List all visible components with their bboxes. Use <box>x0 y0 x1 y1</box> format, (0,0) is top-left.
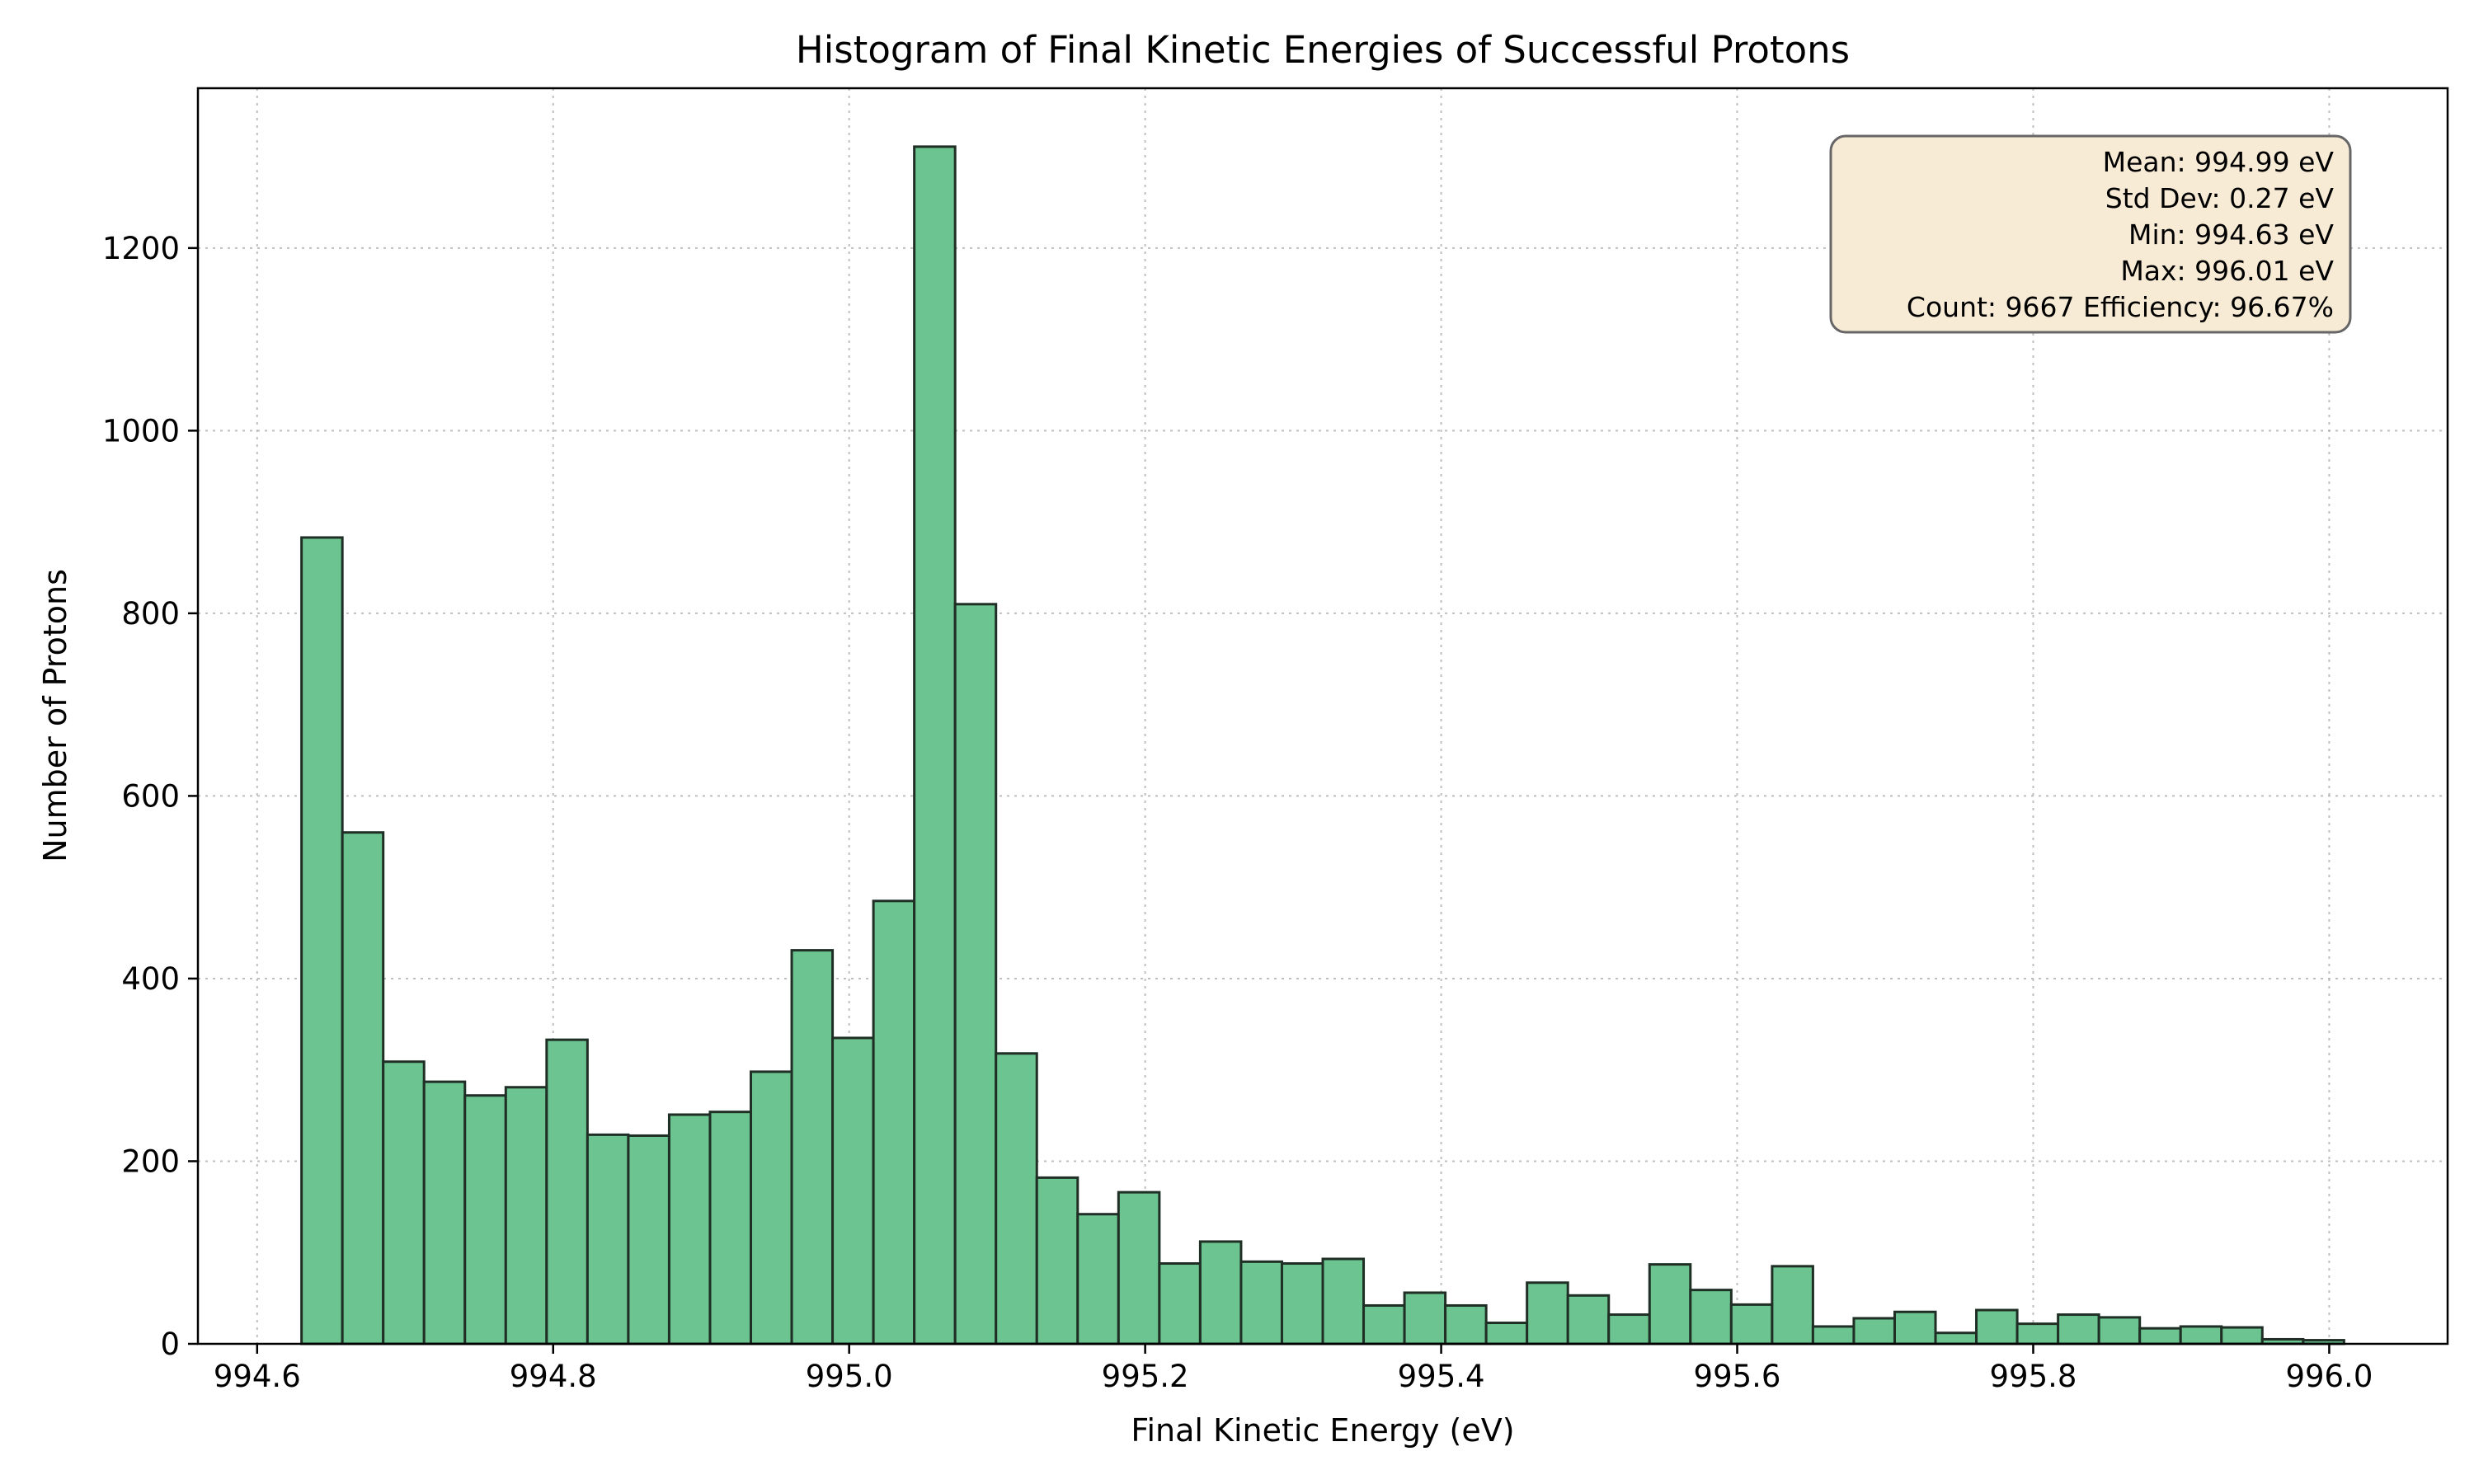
y-tick-label: 200 <box>121 1144 180 1179</box>
histogram-bar <box>463 1094 507 1345</box>
histogram-bar <box>627 1134 670 1345</box>
stat-max: Max: 996.01 eV <box>2120 255 2334 287</box>
histogram-bar <box>586 1133 630 1345</box>
histogram-bar <box>2220 1326 2264 1345</box>
histogram-bar <box>2179 1325 2223 1345</box>
histogram-bar <box>1239 1260 1283 1345</box>
histogram-bar <box>341 831 385 1345</box>
histogram-bar <box>504 1086 548 1345</box>
x-axis-label: Final Kinetic Energy (eV) <box>1131 1412 1514 1449</box>
y-tick-label: 0 <box>160 1327 180 1362</box>
x-tick-label: 995.0 <box>806 1359 893 1394</box>
x-tick-label: 996.0 <box>2285 1359 2373 1394</box>
histogram-bar <box>1280 1262 1324 1345</box>
x-tick-label: 995.4 <box>1398 1359 1485 1394</box>
histogram-bar <box>1403 1291 1447 1345</box>
histogram-bar <box>953 603 998 1345</box>
histogram-bar <box>1321 1257 1366 1345</box>
histogram-bar <box>913 145 957 1345</box>
x-tick-label: 994.6 <box>214 1359 301 1394</box>
y-axis-ticks: 0 200 400 600 800 1000 1200 <box>102 231 198 1362</box>
histogram-bar <box>300 536 344 1345</box>
y-tick-label: 1000 <box>102 413 180 448</box>
histogram-bar <box>1444 1303 1488 1345</box>
stat-mean: Mean: 994.99 eV <box>2103 146 2335 178</box>
x-axis-ticks: 994.6 994.8 995.0 995.2 995.4 995.6 995.8 996.0 <box>214 1344 2373 1394</box>
histogram-bar <box>831 1036 875 1345</box>
histogram-bar <box>790 949 835 1345</box>
stat-count-efficiency: Count: 9667 Efficiency: 96.67% <box>1907 291 2334 323</box>
x-tick-label: 994.8 <box>510 1359 597 1394</box>
histogram-bar <box>1852 1317 1896 1345</box>
histogram-bar <box>750 1070 793 1345</box>
chart-title: Histogram of Final Kinetic Energies of S… <box>796 28 1850 72</box>
histogram-bar <box>1484 1322 1529 1345</box>
y-tick-label: 800 <box>121 596 180 632</box>
histogram-bar <box>667 1113 712 1345</box>
histogram-bar <box>1893 1310 1937 1345</box>
histogram-bar <box>382 1060 426 1345</box>
histogram-bar <box>995 1052 1038 1345</box>
histogram-bar <box>422 1080 467 1345</box>
histogram-bar <box>872 899 916 1345</box>
histogram-bar <box>1035 1176 1079 1345</box>
histogram-bar <box>1526 1281 1569 1345</box>
statistics-box-background <box>1829 134 2352 334</box>
histogram-bar <box>1076 1213 1120 1345</box>
histogram-bar <box>2138 1327 2182 1345</box>
histogram-bar <box>1198 1240 1243 1345</box>
y-tick-label: 1200 <box>102 231 180 266</box>
x-tick-label: 995.8 <box>1990 1359 2077 1394</box>
histogram-bar <box>2015 1322 2060 1345</box>
y-tick-label: 600 <box>121 778 180 814</box>
histogram-bar <box>1362 1303 1406 1345</box>
histogram-bar <box>1934 1331 1978 1345</box>
histogram-bar <box>2097 1316 2142 1345</box>
stat-min: Min: 994.63 eV <box>2128 218 2334 251</box>
histogram-bar <box>1811 1325 1856 1345</box>
histogram-bar <box>1566 1294 1611 1345</box>
histogram-bar <box>1158 1262 1202 1345</box>
histogram-bar <box>1689 1289 1733 1345</box>
y-axis-label: Number of Protons <box>37 569 73 862</box>
histogram-bar <box>708 1111 753 1345</box>
histogram-bar <box>1975 1308 2019 1345</box>
stat-std-dev: Std Dev: 0.27 eV <box>2105 182 2335 214</box>
histogram-bar <box>1729 1303 1774 1345</box>
x-tick-label: 995.6 <box>1694 1359 1781 1394</box>
histogram-bar <box>1117 1190 1161 1345</box>
x-tick-label: 995.2 <box>1102 1359 1189 1394</box>
histogram-bar <box>1607 1313 1651 1345</box>
histogram-bar <box>1771 1265 1814 1345</box>
histogram-bar <box>1648 1263 1692 1345</box>
y-tick-label: 400 <box>121 961 180 997</box>
plot-frame <box>196 87 2449 1345</box>
histogram-bar <box>545 1038 589 1345</box>
histogram-bar <box>2057 1313 2100 1345</box>
statistics-annotation: Mean: 994.99 eV Std Dev: 0.27 eV Min: 99… <box>1829 134 2352 334</box>
